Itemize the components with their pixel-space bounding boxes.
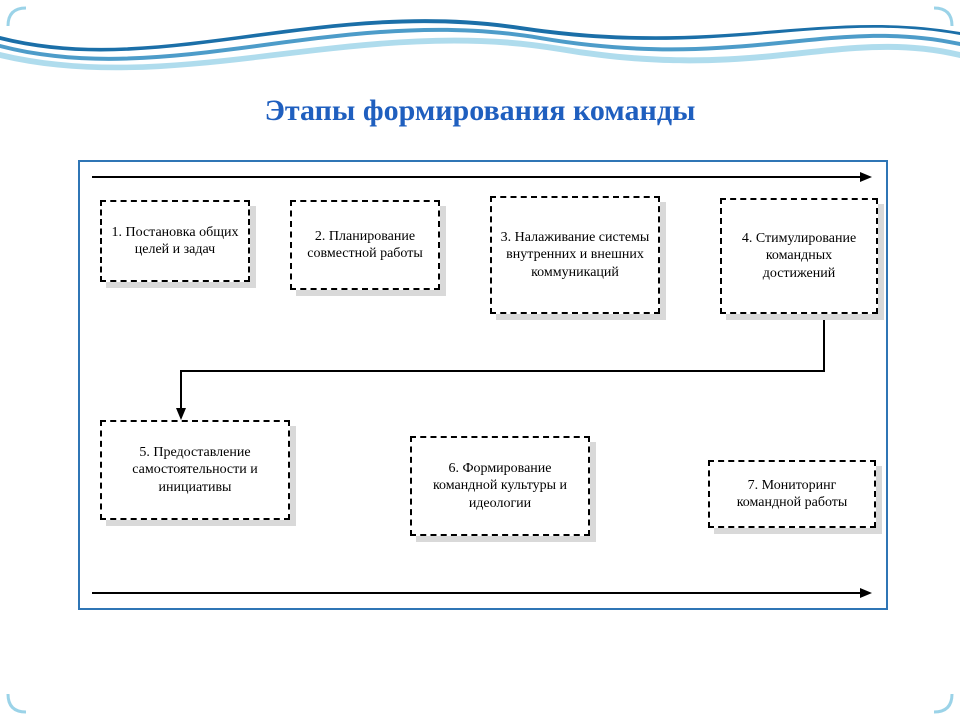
connector-head [176, 408, 186, 420]
arrow-top [92, 176, 862, 178]
arrow-bottom [92, 592, 862, 594]
decorative-wave [0, 0, 960, 90]
stage-4: 4. Стимулирование командных достижений [720, 198, 878, 314]
corner-tr [914, 6, 954, 46]
stage-1: 1. Постановка общих целей и задач [100, 200, 250, 282]
arrow-top-head [860, 172, 872, 182]
stage-3: 3. Налаживание системы внутренних и внеш… [490, 196, 660, 314]
stage-6: 6. Формирование командной культуры и иде… [410, 436, 590, 536]
stage-5: 5. Предоставление самостоятельности и ин… [100, 420, 290, 520]
arrow-bottom-head [860, 588, 872, 598]
slide-title: Этапы формирования команды [0, 94, 960, 128]
corner-bl [6, 674, 46, 714]
connector-seg-left [180, 370, 825, 372]
stage-7: 7. Мониторинг командной работы [708, 460, 876, 528]
stage-2: 2. Планирование совместной работы [290, 200, 440, 290]
connector-seg-down2 [180, 370, 182, 410]
corner-br [914, 674, 954, 714]
connector-seg-down [823, 314, 825, 370]
corner-tl [6, 6, 46, 46]
